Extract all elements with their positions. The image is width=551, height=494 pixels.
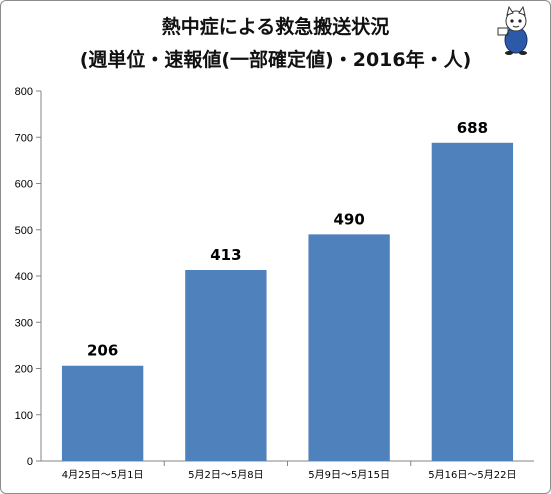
x-category-label: 4月25日～5月1日: [62, 469, 144, 481]
bars: [61, 142, 514, 462]
chart-subtitle: (週単位・速報値(一部確定値)・2016年・人): [79, 49, 472, 71]
y-tick-label: 100: [15, 410, 33, 422]
data-label: 490: [333, 210, 364, 228]
bar: [308, 234, 390, 461]
y-tick-label: 400: [15, 271, 33, 283]
data-label: 413: [210, 246, 241, 264]
data-label: 206: [87, 342, 118, 360]
cat-mascot-icon: [497, 6, 528, 55]
y-tick-label: 600: [15, 179, 33, 191]
y-tick-label: 500: [15, 225, 33, 237]
bar: [431, 142, 514, 462]
x-category-label: 5月16日～5月22日: [428, 469, 516, 481]
x-category-label: 5月9日～5月15日: [308, 469, 390, 481]
bar: [61, 365, 144, 461]
data-labels: 206 413 490 688: [87, 119, 488, 360]
y-tick-label: 300: [15, 317, 33, 329]
y-tick-label: 800: [15, 86, 33, 98]
x-category-label: 5月2日～5月8日: [188, 469, 263, 481]
y-tick-label: 0: [27, 456, 33, 468]
y-tick-label: 700: [15, 132, 33, 144]
chart-title: 熱中症による救急搬送状況: [161, 16, 390, 38]
y-tick-label: 200: [15, 364, 33, 376]
data-label: 688: [457, 119, 488, 137]
bar: [185, 269, 267, 461]
y-axis-ticks: 0 100 200 300 400 500 600 700 800: [15, 86, 41, 468]
x-axis-categories: 4月25日～5月1日 5月2日～5月8日 5月9日～5月15日 5月16日～5月22日: [62, 461, 516, 481]
